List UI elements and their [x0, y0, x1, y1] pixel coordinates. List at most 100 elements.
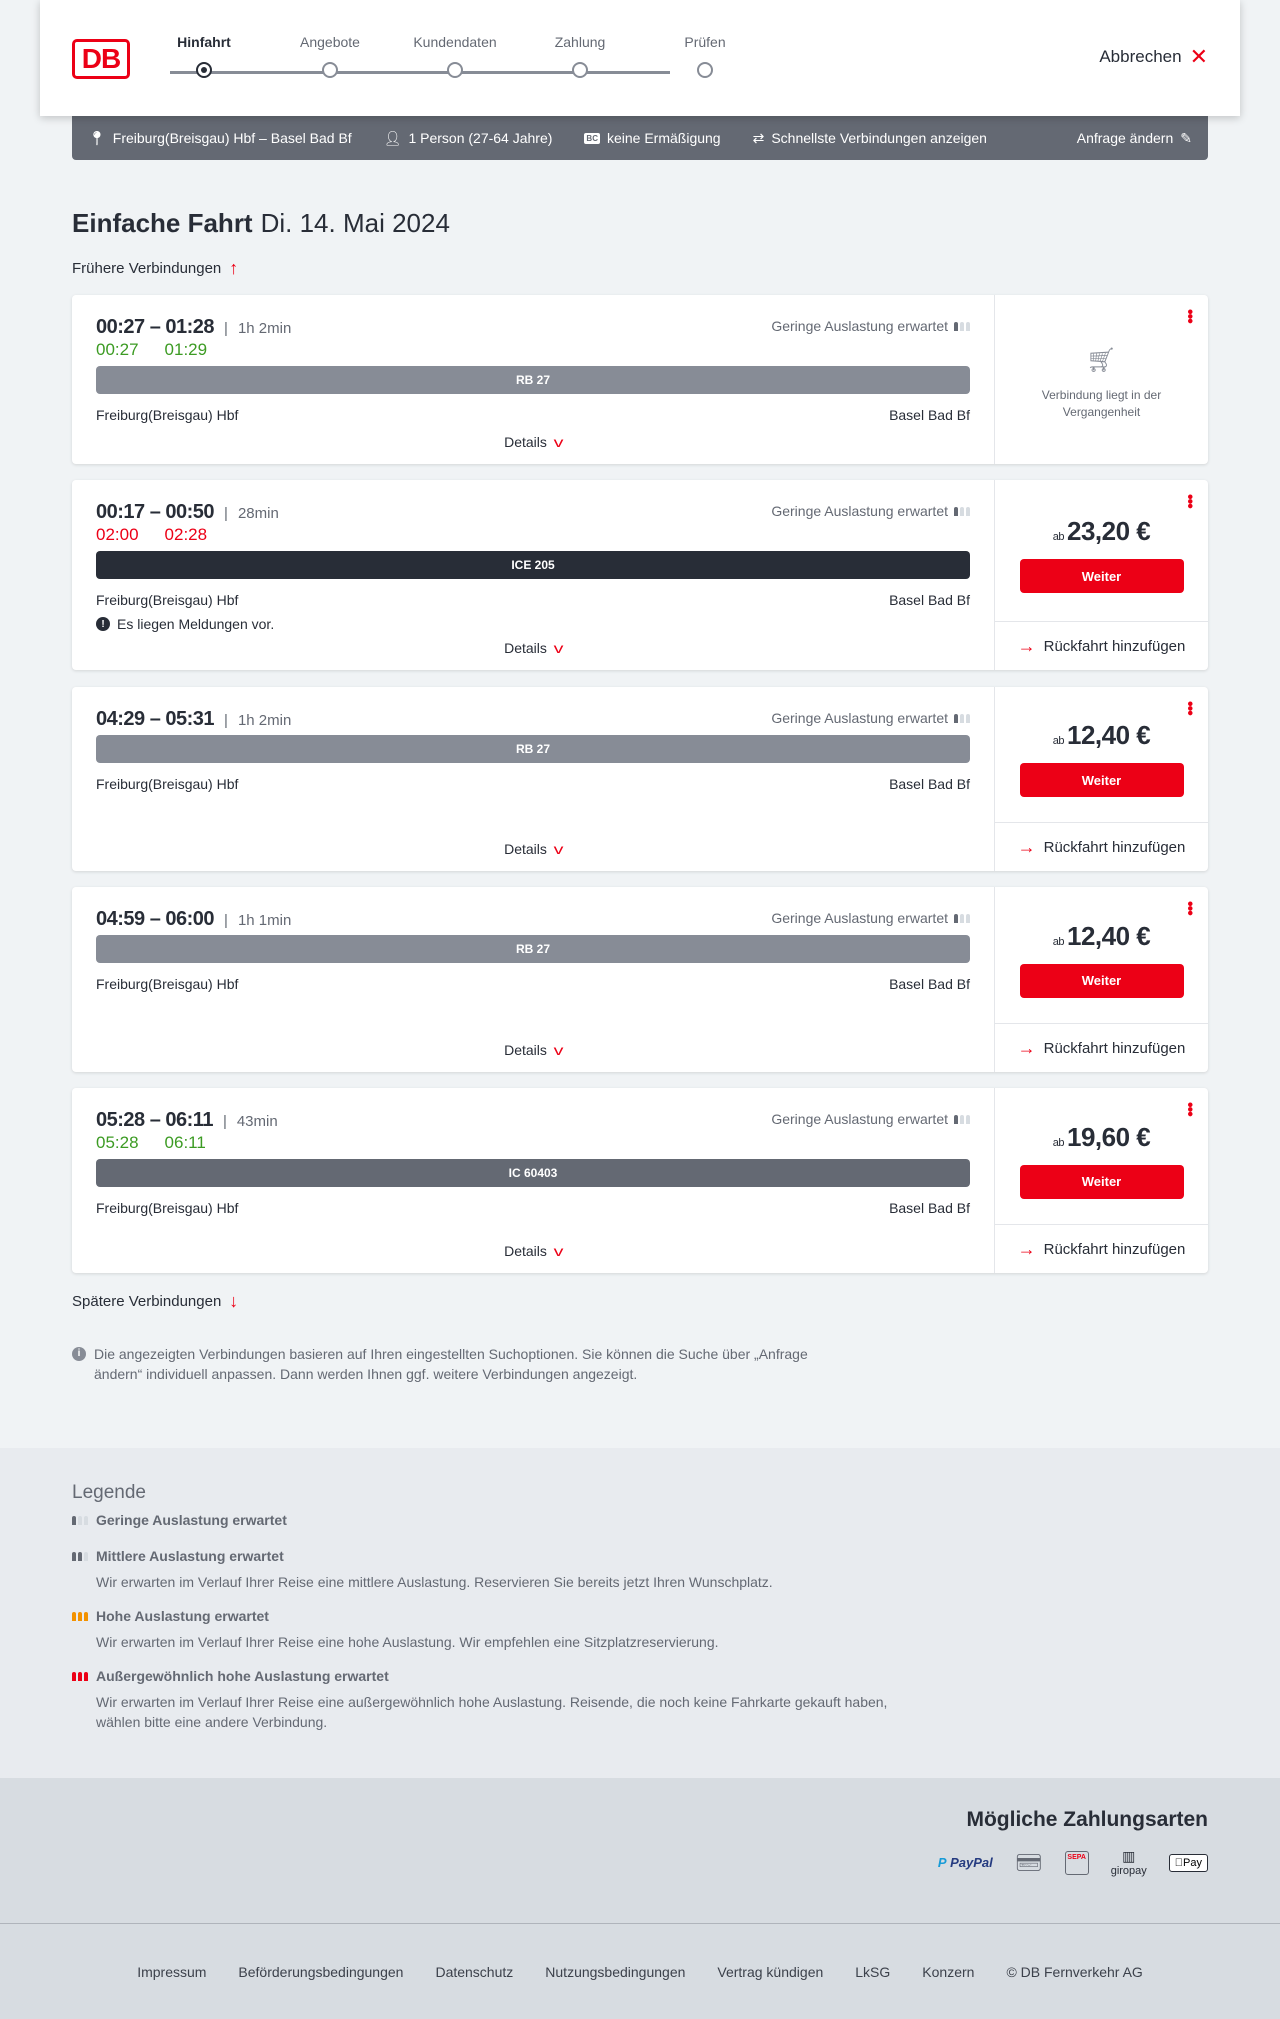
connection-card: 05:28 – 06:11 | 43min Geringe Auslastung e… [72, 1088, 1208, 1273]
continue-button[interactable]: Weiter [1019, 1164, 1184, 1199]
details-toggle[interactable]: Details v [504, 1042, 564, 1058]
footer: Impressum Beförderungsbedingungen Datensch… [0, 1923, 1280, 2019]
offer-panel: ••• ab 19,60 € Weiter → Rückfahrt hinzufügen [994, 1088, 1208, 1273]
chevron-down-icon: v [553, 434, 564, 450]
schedule-times: 04:59 – 06:00 | 1h 1min [96, 908, 292, 930]
add-return-trip-button[interactable]: → Rückfahrt hinzufügen [995, 621, 1208, 670]
destination-station: Basel Bad Bf [889, 976, 970, 992]
duration: 28min [237, 505, 279, 522]
cart-unavailable-icon: 🛒︎ [1086, 347, 1117, 374]
step-kundendaten: Kundendaten [395, 34, 515, 78]
schedule-times: 05:28 – 06:11 | 43min [96, 1109, 278, 1131]
occupancy-level-1-icon [72, 1515, 88, 1525]
train-bar[interactable]: ICE 205 [96, 551, 970, 579]
destination-station: Basel Bad Bf [889, 407, 970, 423]
step-hinfahrt: Hinfahrt [144, 34, 264, 78]
footer-link[interactable]: LkSG [855, 1963, 891, 1980]
disruption-message: ! Es liegen Meldungen vor. [96, 616, 274, 632]
footer-link[interactable]: Konzern [922, 1963, 975, 1980]
occupancy-low-icon [954, 506, 970, 516]
more-options-icon[interactable]: ••• [1181, 901, 1198, 915]
sepa-icon: SEPA [1064, 1850, 1089, 1875]
giropay-icon: ▥ giropay [1110, 1848, 1147, 1877]
offer-panel: ••• ab 23,20 € Weiter → Rückfahrt hinzufügen [994, 480, 1208, 670]
stations: Freiburg(Breisgau) Hbf Basel Bad Bf [96, 592, 970, 608]
step-angebote: Angebote [270, 34, 390, 78]
connection-main: 00:17 – 00:50 | 28min Geringe Auslastung e… [72, 480, 994, 670]
duration: 1h 1min [237, 912, 292, 929]
legend-item: Mittlere Auslastung erwartet Wir erwarten… [72, 1548, 892, 1592]
header: DB Hinfahrt Angebote Kundendaten Zahlung… [40, 0, 1240, 116]
duration: 43min [236, 1113, 278, 1130]
stations: Freiburg(Breisgau) Hbf Basel Bad Bf [96, 407, 970, 423]
connection-main: 04:59 – 06:00 | 1h 1min Geringe Auslastung… [72, 887, 994, 1072]
close-icon: ✕ [1189, 44, 1208, 69]
cancel-label: Abbrechen [1099, 47, 1182, 66]
earlier-connections-link[interactable]: Frühere Verbindungen ↑ [72, 258, 239, 278]
details-toggle[interactable]: Details v [504, 640, 564, 656]
details-toggle[interactable]: Details v [504, 1243, 564, 1259]
continue-button[interactable]: Weiter [1019, 963, 1184, 998]
add-return-trip-button[interactable]: → Rückfahrt hinzufügen [995, 1023, 1208, 1072]
stations: Freiburg(Breisgau) Hbf Basel Bad Bf [96, 776, 970, 792]
origin-station: Freiburg(Breisgau) Hbf [96, 407, 239, 423]
occupancy-level-2-icon [72, 1551, 88, 1561]
legend-item: Hohe Auslastung erwartet Wir erwarten im … [72, 1608, 892, 1652]
details-toggle[interactable]: Details v [504, 841, 564, 857]
later-connections-link[interactable]: Spätere Verbindungen ↓ [72, 1291, 239, 1311]
progress-steps: Hinfahrt Angebote Kundendaten Zahlung Pr… [170, 34, 770, 84]
more-options-icon[interactable]: ••• [1181, 309, 1198, 323]
footer-link[interactable]: Nutzungsbedingungen [545, 1963, 686, 1980]
continue-button[interactable]: Weiter [1019, 763, 1184, 797]
arrow-right-icon: → [1017, 1037, 1036, 1058]
more-options-icon[interactable]: ••• [1181, 701, 1198, 715]
credit-card-icon: 💳︎ [1014, 1849, 1043, 1875]
origin-station: Freiburg(Breisgau) Hbf [96, 976, 239, 992]
passenger-info: 👤︎ 1 Person (27-64 Jahre) [383, 129, 553, 147]
connection-main: 05:28 – 06:11 | 43min Geringe Auslastung e… [72, 1088, 994, 1273]
occupancy-low-icon [954, 913, 970, 923]
alert-icon: ! [96, 617, 110, 631]
train-bar[interactable]: RB 27 [96, 735, 970, 763]
connection-card: 04:59 – 06:00 | 1h 1min Geringe Auslastung… [72, 887, 1208, 1072]
train-bar[interactable]: RB 27 [96, 935, 970, 963]
stations: Freiburg(Breisgau) Hbf Basel Bad Bf [96, 1200, 970, 1216]
occupancy-info: Geringe Auslastung erwartet [771, 318, 970, 334]
change-request-button[interactable]: Anfrage ändern ✎ [1076, 129, 1192, 147]
train-bar[interactable]: RB 27 [96, 366, 970, 394]
apple-pay-icon: Pay [1168, 1853, 1208, 1872]
add-return-trip-button[interactable]: → Rückfahrt hinzufügen [995, 1224, 1208, 1273]
route-info: 📍︎ Freiburg(Breisgau) Hbf – Basel Bad Bf [88, 129, 352, 147]
footer-link[interactable]: Datenschutz [435, 1963, 514, 1980]
train-bar[interactable]: IC 60403 [96, 1159, 970, 1187]
more-options-icon[interactable]: ••• [1181, 1102, 1198, 1116]
page-title: Einfache Fahrt Di. 14. Mai 2024 [72, 208, 450, 238]
footer-link[interactable]: Vertrag kündigen [717, 1963, 824, 1980]
continue-button[interactable]: Weiter [1019, 559, 1184, 593]
connection-card: 04:29 – 05:31 | 1h 2min Geringe Auslastung… [72, 687, 1208, 871]
bahncard-icon: BC [584, 132, 600, 144]
schedule-times: 00:27 – 01:28 | 1h 2min [96, 316, 292, 338]
arrow-down-icon: ↓ [229, 1291, 239, 1311]
past-connection-note: Verbindung liegt in der Vergangenheit [1041, 388, 1162, 419]
legend-section: Legende Geringe Auslastung erwartet Mittl… [0, 1448, 1280, 1778]
stations: Freiburg(Breisgau) Hbf Basel Bad Bf [96, 976, 970, 992]
footer-link[interactable]: Impressum [137, 1963, 207, 1980]
progress-line [170, 71, 670, 74]
add-return-trip-button[interactable]: → Rückfahrt hinzufügen [995, 822, 1208, 871]
footer-link: © DB Fernverkehr AG [1006, 1963, 1143, 1980]
chevron-down-icon: v [553, 1243, 564, 1259]
cancel-button[interactable]: Abbrechen ✕ [1099, 46, 1208, 68]
fastest-connections-toggle[interactable]: ⇄ Schnellste Verbindungen anzeigen [752, 129, 987, 147]
arrow-right-icon: → [1017, 836, 1036, 857]
origin-station: Freiburg(Breisgau) Hbf [96, 592, 239, 608]
schedule-times: 04:29 – 05:31 | 1h 2min [96, 708, 292, 730]
chevron-down-icon: v [553, 1042, 564, 1058]
occupancy-info: Geringe Auslastung erwartet [771, 1111, 970, 1127]
details-toggle[interactable]: Details v [504, 434, 564, 450]
footer-link[interactable]: Beförderungsbedingungen [238, 1963, 404, 1980]
more-options-icon[interactable]: ••• [1181, 494, 1198, 508]
db-logo[interactable]: DB [72, 39, 130, 79]
location-pin-icon: 📍︎ [88, 129, 106, 146]
arrow-right-icon: → [1017, 1238, 1036, 1259]
